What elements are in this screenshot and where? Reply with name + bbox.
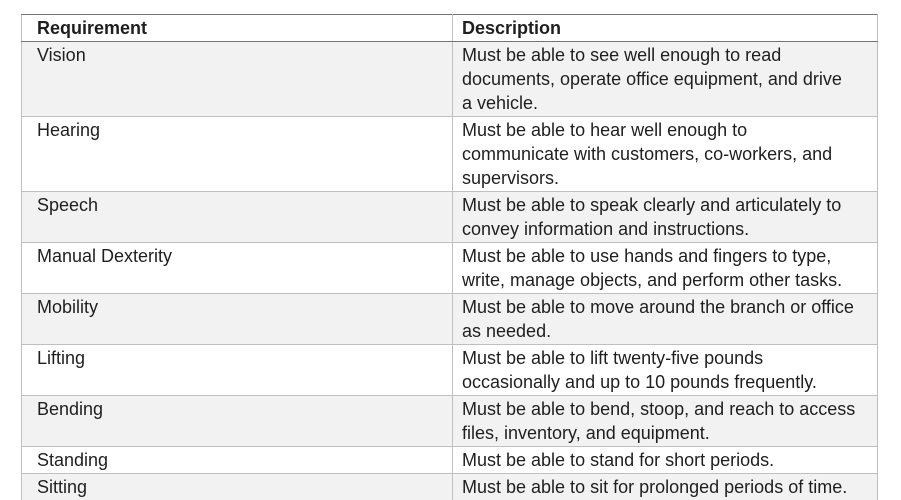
table-row: Mobility Must be able to move around the… [21,293,878,345]
column-header-requirement: Requirement [21,14,453,42]
requirement-cell: Sitting [21,473,453,500]
table-row: Manual Dexterity Must be able to use han… [21,242,878,294]
description-cell: Must be able to use hands and fingers to… [452,242,878,294]
requirement-cell: Manual Dexterity [21,242,453,294]
description-cell: Must be able to speak clearly and articu… [452,191,878,243]
description-cell: Must be able to stand for short periods. [452,446,878,474]
header-row: Requirement Description [21,14,878,42]
table-row: Speech Must be able to speak clearly and… [21,191,878,243]
table-row: Vision Must be able to see well enough t… [21,41,878,117]
table-row: Bending Must be able to bend, stoop, and… [21,395,878,447]
requirement-cell: Vision [21,41,453,117]
requirement-cell: Lifting [21,344,453,396]
table-row: Sitting Must be able to sit for prolonge… [21,473,878,500]
description-cell: Must be able to see well enough to read … [452,41,878,117]
description-cell: Must be able to lift twenty-five pounds … [452,344,878,396]
table-row: Hearing Must be able to hear well enough… [21,116,878,192]
requirement-cell: Bending [21,395,453,447]
description-cell: Must be able to move around the branch o… [452,293,878,345]
table-row: Lifting Must be able to lift twenty-five… [21,344,878,396]
requirement-cell: Mobility [21,293,453,345]
description-cell: Must be able to bend, stoop, and reach t… [452,395,878,447]
requirement-cell: Standing [21,446,453,474]
description-cell: Must be able to sit for prolonged period… [452,473,878,500]
table-row: Standing Must be able to stand for short… [21,446,878,474]
requirement-cell: Hearing [21,116,453,192]
column-header-description: Description [452,14,878,42]
requirements-table: Requirement Description Vision Must be a… [21,14,878,500]
requirement-cell: Speech [21,191,453,243]
table-body: Vision Must be able to see well enough t… [21,41,878,500]
description-cell: Must be able to hear well enough to comm… [452,116,878,192]
